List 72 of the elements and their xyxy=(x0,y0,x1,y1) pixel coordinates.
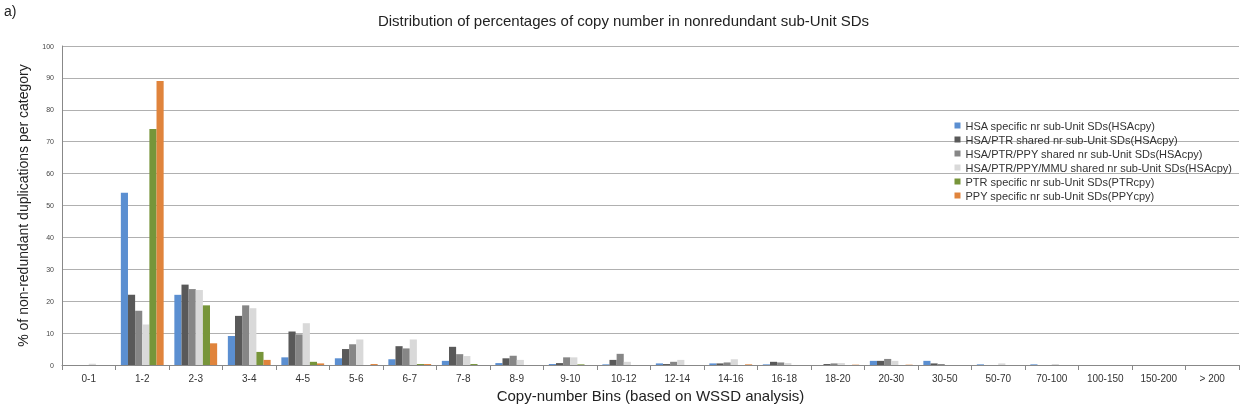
bar xyxy=(448,346,457,365)
bar xyxy=(441,360,449,365)
x-tick-label: 10-12 xyxy=(610,372,637,384)
x-axis-title: Copy-number Bins (based on WSSD analysis) xyxy=(496,386,805,404)
x-tick-label: 70-100 xyxy=(1036,372,1068,384)
x-tick-label: 4-5 xyxy=(295,372,311,384)
x-tick-label: 0-1 xyxy=(81,372,97,384)
bar xyxy=(174,294,182,365)
x-tick-label: 50-70 xyxy=(985,372,1012,384)
legend-label: HSA/PTR/PPY/MMU shared nr sub-Unit SDs(HSAcpy) xyxy=(965,161,1233,174)
y-axis-title: % of non-redundant duplications per category xyxy=(15,64,31,347)
bar xyxy=(769,361,778,365)
bar xyxy=(730,359,738,365)
x-tick-label: > 200 xyxy=(1199,372,1226,384)
x-tick-label: 30-50 xyxy=(931,372,958,384)
bar xyxy=(570,357,578,365)
bar xyxy=(195,290,203,365)
x-tick-label: 16-18 xyxy=(771,372,798,384)
x-tick-label: 14-16 xyxy=(717,372,744,384)
bar xyxy=(181,284,189,365)
bar xyxy=(120,192,128,365)
bar xyxy=(210,343,218,365)
bar xyxy=(249,308,257,365)
x-tick-label: 7-8 xyxy=(456,372,471,384)
bar xyxy=(609,359,617,365)
x-tick-label: 12-14 xyxy=(664,372,691,384)
bar xyxy=(334,358,342,365)
bar xyxy=(142,324,150,365)
bar xyxy=(677,359,685,365)
legend-label: PTR specific nr sub-Unit SDs(PTRcpy) xyxy=(965,175,1155,188)
bar xyxy=(409,339,417,365)
x-tick-label: 6-7 xyxy=(402,372,418,384)
x-tick-label: 1-2 xyxy=(135,372,150,384)
bar xyxy=(869,360,877,365)
bar xyxy=(202,305,211,365)
bar xyxy=(395,346,403,365)
bar xyxy=(876,360,885,365)
bar xyxy=(234,315,243,365)
bar xyxy=(516,359,524,365)
bar xyxy=(341,349,350,365)
bar xyxy=(502,358,510,365)
x-tick-label: 2-3 xyxy=(188,372,204,384)
bar xyxy=(891,360,899,365)
bar xyxy=(923,360,931,365)
x-tick-label: 9-10 xyxy=(560,372,581,384)
bar xyxy=(281,357,289,365)
bar xyxy=(309,361,318,365)
legend-label: HSA/PTR shared nr sub-Unit SDs(HSAcpy) xyxy=(965,133,1178,146)
bar xyxy=(288,331,296,365)
x-tick-label: 100-150 xyxy=(1086,372,1125,384)
bar xyxy=(388,359,396,365)
legend-label: HSA specific nr sub-Unit SDs(HSAcpy) xyxy=(965,119,1155,132)
bar xyxy=(127,294,136,365)
bar xyxy=(149,128,157,365)
x-tick-label: 3-4 xyxy=(242,372,257,384)
bar xyxy=(463,356,471,365)
x-tick-label: 18-20 xyxy=(824,372,851,384)
bar xyxy=(356,339,364,365)
x-tick-label: 5-6 xyxy=(349,372,364,384)
legend-label: PPY specific nr sub-Unit SDs(PPYcpy) xyxy=(965,189,1155,202)
x-tick-label: 150-200 xyxy=(1140,372,1178,384)
bar xyxy=(302,323,310,365)
text: a) xyxy=(4,3,17,19)
bar xyxy=(256,351,264,365)
x-tick-label: 20-30 xyxy=(878,372,905,384)
bar xyxy=(156,81,164,365)
chart-title: Distribution of percentages of copy number in nonredundant sub-Unit SDs xyxy=(377,12,870,29)
legend-label: HSA/PTR/PPY shared nr sub-Unit SDs(HSAcpy) xyxy=(965,147,1203,160)
bar xyxy=(227,335,235,365)
bar xyxy=(263,359,271,365)
x-tick-label: 8-9 xyxy=(509,372,525,384)
bar xyxy=(623,361,631,365)
